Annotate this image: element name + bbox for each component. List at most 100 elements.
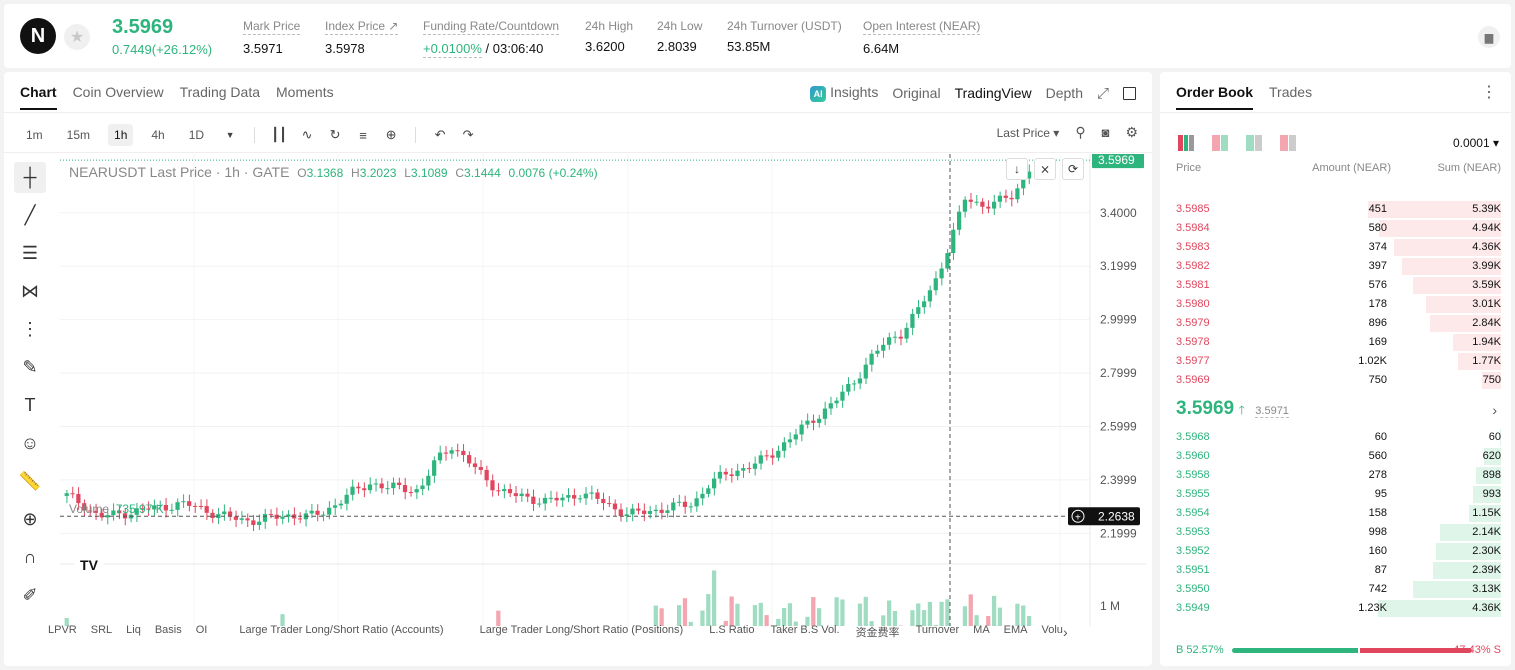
chevron-right-icon[interactable]: › [1492,402,1497,418]
fib-icon[interactable]: ⋮ [21,319,39,339]
stat-label: 24h Turnover (USDT) [727,19,842,33]
tab-trades[interactable]: Trades [1269,84,1313,100]
chevron-right-icon[interactable]: › [1062,624,1068,640]
undo-icon[interactable]: ↶ [434,127,446,142]
candle-body [286,514,291,517]
insights-label: Insights [830,84,879,100]
pattern-icon[interactable]: ⋈ [21,281,39,301]
ask-row[interactable]: 3.5981 576 3.59K [1176,276,1501,295]
view-depth[interactable]: Depth [1045,85,1083,101]
ask-row[interactable]: 3.5969 750 750 [1176,371,1501,390]
timeframe-4h[interactable]: 4h [151,128,165,142]
indicator-item[interactable]: SRL [90,624,113,636]
text-icon[interactable]: T [24,395,36,415]
insights-button[interactable]: AI Insights [810,84,878,102]
candle-body [315,510,320,515]
bid-row[interactable]: 3.5952 160 2.30K [1176,542,1501,561]
search-icon[interactable]: ⚲ [1075,124,1086,140]
bid-row[interactable]: 3.5955 95 993 [1176,485,1501,504]
indicator-item[interactable]: L.S Ratio [709,624,755,636]
indicator-item[interactable]: Basis [154,624,182,636]
bid-row[interactable]: 3.5950 742 3.13K [1176,580,1501,599]
favorite-star-icon[interactable]: ★ [64,24,90,50]
price-type-select[interactable]: Last Price ▾ [996,125,1060,140]
stat-index-price[interactable]: Index Price ↗ 3.5978 [325,19,399,56]
horizontal-lines-icon[interactable]: ☰ [21,243,39,263]
bid-row[interactable]: 3.5951 87 2.39K [1176,561,1501,580]
indicator-item[interactable]: OI [195,624,208,636]
templates-icon[interactable]: ≡ [359,127,367,143]
camera-icon[interactable]: ◙ [1101,125,1110,140]
volume-bar [1015,603,1020,626]
bid-row[interactable]: 3.5953 998 2.14K [1176,523,1501,542]
zoom-in-icon[interactable]: ⊕ [22,509,38,529]
ask-row[interactable]: 3.5979 896 2.84K [1176,314,1501,333]
indicators-icon[interactable]: ∿ [301,127,313,142]
candle-body [886,337,892,345]
indicator-item[interactable]: Liq [126,624,141,636]
indicator-item[interactable]: Large Trader Long/Short Ratio (Positions… [479,624,684,636]
indicator-item[interactable]: Large Trader Long/Short Ratio (Accounts) [239,624,444,636]
crosshair-price-label: 2.2638 [1098,509,1135,523]
indicator-item[interactable]: Turnover [915,624,960,636]
ask-row[interactable]: 3.5982 397 3.99K [1176,257,1501,276]
candles-icon[interactable]: ┃┃ [271,127,287,142]
ask-row[interactable]: 3.5977 1.02K 1.77K [1176,352,1501,371]
tab-order-book[interactable]: Order Book [1176,84,1254,110]
collapse-icon[interactable]: ⨯ [1034,158,1056,180]
mid-price-row[interactable]: 3.5969 🡑 3.5971 › [1176,398,1501,424]
ask-row[interactable]: 3.5978 169 1.94K [1176,333,1501,352]
tab-moments[interactable]: Moments [276,84,334,100]
candle-body [87,510,93,512]
arrow-down-icon[interactable]: ↓ [1006,158,1028,180]
indicator-item[interactable]: Volu [1041,624,1063,636]
ask-row[interactable]: 3.5983 374 4.36K [1176,238,1501,257]
trendline-icon[interactable]: ╱ [24,205,36,225]
book-icon[interactable]: ▆ [1478,26,1500,48]
indicator-item[interactable]: EMA [1003,624,1028,636]
ask-row[interactable]: 3.5984 580 4.94K [1176,219,1501,238]
bid-row[interactable]: 3.5968 60 60 [1176,428,1501,447]
tab-chart[interactable]: Chart [20,84,57,110]
both-sides-icon[interactable] [1178,135,1195,151]
emoji-icon[interactable]: ☺ [20,433,40,453]
row-price: 3.5982 [1176,260,1210,272]
view-original[interactable]: Original [892,85,941,101]
timeframe-1m[interactable]: 1m [26,128,43,142]
window-icon[interactable] [1123,86,1136,100]
bid-row[interactable]: 3.5958 278 898 [1176,466,1501,485]
indicator-item[interactable]: MA [973,624,990,636]
sell-only-icon[interactable] [1280,135,1296,151]
magnet-icon[interactable]: ∩ [23,547,37,567]
replay-icon[interactable]: ↻ [329,127,341,142]
more-icon[interactable]: ⋮ [1481,84,1497,101]
crosshair-icon[interactable]: ┼ [14,162,46,193]
view-tradingview[interactable]: TradingView [954,85,1032,101]
tab-trading-data[interactable]: Trading Data [179,84,261,100]
pencil-icon[interactable]: ✐ [22,585,38,605]
bid-row[interactable]: 3.5949 1.23K 4.36K [1176,599,1501,618]
bids-only-icon[interactable] [1246,135,1262,151]
bid-row[interactable]: 3.5960 560 620 [1176,447,1501,466]
asks-only-icon[interactable] [1212,135,1228,151]
indicator-item[interactable]: Taker B.S Vol. [770,624,840,636]
bid-row[interactable]: 3.5954 158 1.15K [1176,504,1501,523]
timeframe-1d[interactable]: 1D [188,128,205,142]
ask-row[interactable]: 3.5985 451 5.39K [1176,200,1501,219]
ask-row[interactable]: 3.5980 178 3.01K [1176,295,1501,314]
add-alert-icon[interactable]: ⊕ [385,127,397,142]
timeframe-15m[interactable]: 15m [66,128,91,142]
tick-size-select[interactable]: 0.0001 ▾ [1452,136,1499,150]
redo-icon[interactable]: ↷ [462,127,474,142]
expand-icon[interactable]: ⤢ [1096,84,1109,102]
refresh-icon[interactable]: ⟳ [1062,158,1084,180]
timeframe-1h[interactable]: 1h [108,124,134,146]
brush-icon[interactable]: ✎ [22,357,38,377]
price-chart[interactable]: 3.4000 3.1999 2.9999 2.7999 2.5999 2.3999 2.19… [60,154,1146,626]
indicator-item[interactable]: LPVR [48,624,77,636]
ruler-icon[interactable]: 📏 [18,471,42,491]
tab-coin-overview[interactable]: Coin Overview [72,84,164,100]
chevron-down-icon[interactable]: ▼ [225,130,235,140]
gear-icon[interactable]: ⚙ [1125,124,1138,140]
indicator-item[interactable]: 资金费率 [855,627,900,639]
